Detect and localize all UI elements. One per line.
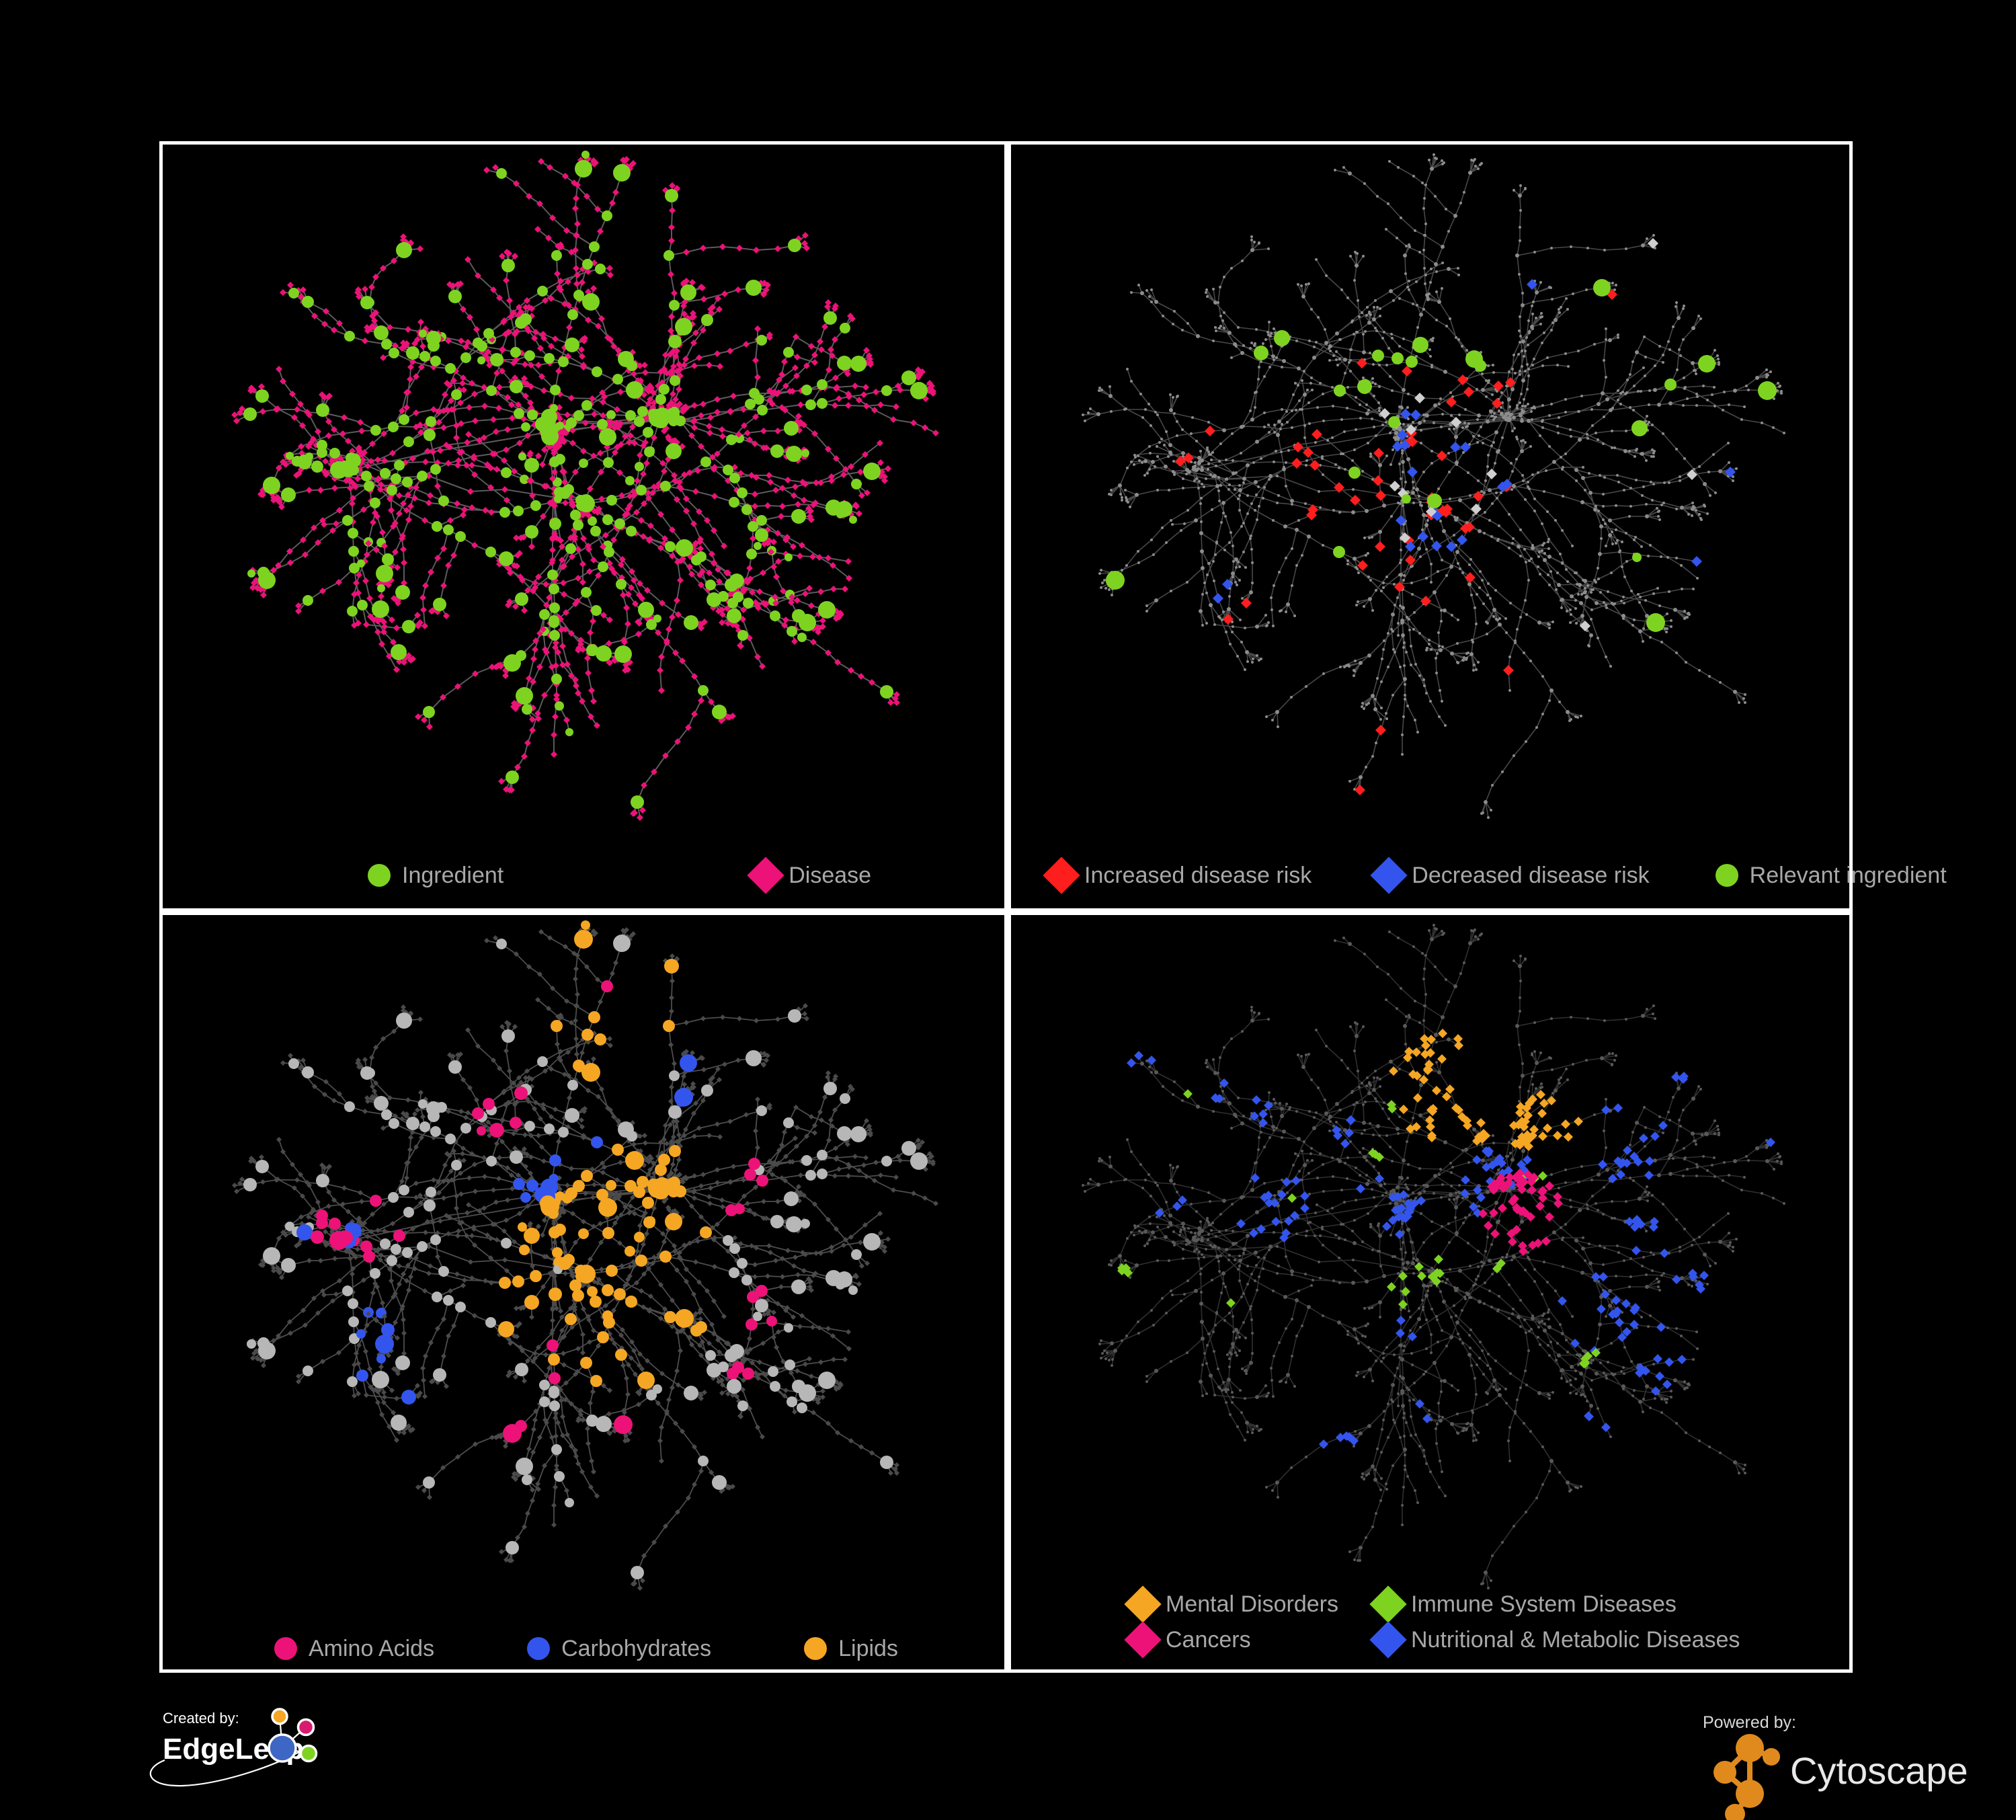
svg-text:Powered by:: Powered by: — [1703, 1713, 1796, 1732]
svg-text:Created by:: Created by: — [163, 1710, 239, 1727]
svg-text:Cytoscape: Cytoscape — [1790, 1749, 1968, 1792]
